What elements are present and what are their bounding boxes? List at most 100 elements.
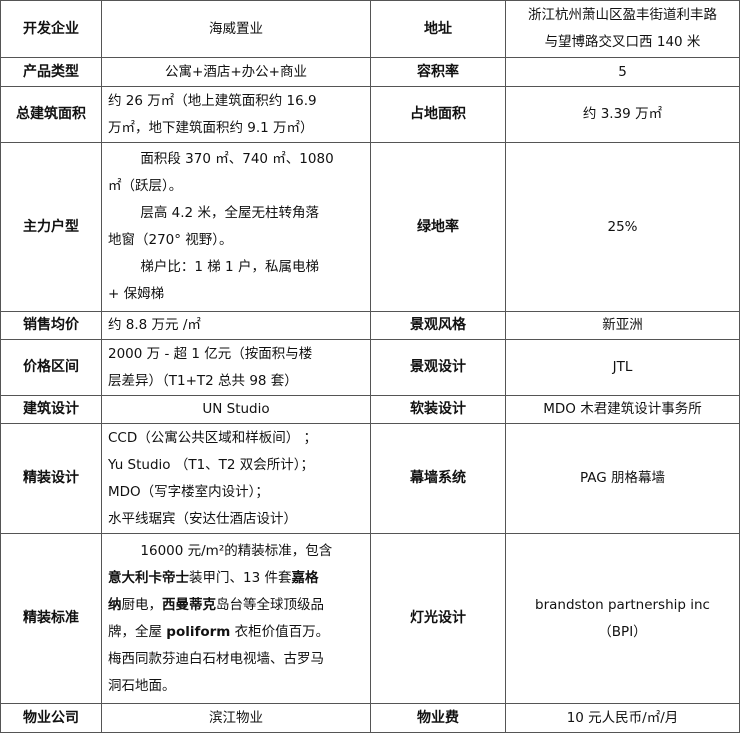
value-line: CCD（公寓公共区域和样板间） ； [108, 429, 318, 446]
field-label: 销售均价 [0, 311, 102, 340]
field-label: 物业公司 [0, 703, 102, 733]
field-label: 景观设计 [370, 339, 506, 396]
value-line: MDO（写字楼室内设计）； [108, 483, 269, 500]
field-label: 占地面积 [370, 86, 506, 143]
field-value: 新亚洲 [505, 311, 740, 340]
brand-name: 纳 [108, 596, 122, 613]
table-row: 精装标准 16000 元/m²的精装标准，包含 意大利卡帝士装甲门、13 件套嘉格纳… [0, 533, 740, 704]
value-line: 新亚洲 [602, 317, 643, 333]
value-line: 约 3.39 万㎡ [582, 106, 663, 122]
field-value: 10 元人民币/㎡/月 [505, 703, 740, 733]
field-label: 建筑设计 [0, 395, 102, 424]
field-label: 幕墙系统 [370, 423, 506, 534]
field-value: 约 26 万㎡（地上建筑面积约 16.9 万㎡，地下建筑面积约 9.1 万㎡） [101, 86, 371, 143]
value-line: 16000 元/m²的精装标准，包含 [108, 538, 364, 565]
value-line: 滨江物业 [209, 709, 263, 726]
text-segment: 梅西同款芬迪白石材电视墙、古罗马 [108, 650, 324, 667]
brand-name: 西曼蒂克 [162, 596, 216, 613]
value-line: PAG 朋格幕墙 [579, 470, 666, 486]
field-label: 景观风格 [370, 311, 506, 340]
field-value: 25% [505, 142, 740, 312]
field-label: 开发企业 [0, 0, 102, 58]
value-line: 地窗（270° 视野）。 [108, 232, 233, 248]
value-line: 牌，全屋 poliform 衣柜价值百万。 [108, 619, 364, 646]
field-value: JTL [505, 339, 740, 396]
field-value: 2000 万 - 超 1 亿元（按面积与楼 层差异）（T1+T2 总共 98 套） [101, 339, 371, 396]
value-line: 浙江杭州萧山区盈丰街道利丰路 [528, 7, 717, 23]
table-row: 销售均价约 8.8 万元 /㎡ 景观风格 新亚洲 [0, 311, 740, 340]
brand-name: 嘉格 [291, 569, 319, 586]
value-line: 纳厨电，西曼蒂克岛台等全球顶级品 [108, 592, 364, 619]
text-segment: 岛台等全球顶级品 [216, 596, 324, 613]
field-value: 面积段 370 ㎡、740 ㎡、1080 ㎡（跃层）。 层高 4.2 米，全屋无柱转… [101, 142, 371, 312]
text-segment: 装甲门、13 件套 [189, 569, 292, 586]
value-line: 梯户比：1 梯 1 户，私属电梯 [140, 259, 319, 275]
field-value: PAG 朋格幕墙 [505, 423, 740, 534]
value-line: 水平线琚宾（安达仕酒店设计） [108, 510, 297, 527]
value-line: 5 [618, 63, 627, 80]
table-row: 精装设计 CCD（公寓公共区域和样板间） ； Yu Studio （T1、T2 双会… [0, 423, 740, 534]
field-value: 公寓+酒店+办公+商业 [101, 57, 371, 87]
value-line: 约 26 万㎡（地上建筑面积约 16.9 [108, 92, 317, 109]
value-line: JTL [612, 359, 633, 375]
text-segment: 衣柜价值百万。 [230, 623, 330, 640]
table-row: 开发企业 海威置业 地址 浙江杭州萧山区盈丰街道利丰路 与望博路交叉口西 140 米 [0, 0, 740, 58]
value-line: 与望博路交叉口西 140 米 [544, 34, 701, 50]
value-line: Yu Studio （T1、T2 双会所计）； [108, 456, 315, 473]
value-line: 层差异）（T1+T2 总共 98 套） [108, 372, 298, 389]
field-value: 海威置业 [101, 0, 371, 58]
field-label: 灯光设计 [370, 533, 506, 704]
table-row: 总建筑面积约 26 万㎡（地上建筑面积约 16.9 万㎡，地下建筑面积约 9.1 … [0, 86, 740, 143]
value-line: 万㎡，地下建筑面积约 9.1 万㎡） [108, 119, 314, 136]
field-value: CCD（公寓公共区域和样板间） ； Yu Studio （T1、T2 双会所计）；… [101, 423, 371, 534]
field-label: 产品类型 [0, 57, 102, 87]
value-line: + 保姆梯 [108, 286, 165, 302]
field-value: 浙江杭州萧山区盈丰街道利丰路 与望博路交叉口西 140 米 [505, 0, 740, 58]
value-line: 意大利卡帝士装甲门、13 件套嘉格 [108, 565, 364, 592]
value-line: brandston partnership inc [535, 596, 710, 613]
value-line: 洞石地面。 [108, 673, 364, 700]
value-line: （BPI） [598, 623, 647, 640]
value-line: 公寓+酒店+办公+商业 [165, 63, 307, 80]
table-row: 建筑设计 UN Studio 软装设计 MDO 木君建筑设计事务所 [0, 395, 740, 424]
table-row: 产品类型 公寓+酒店+办公+商业 容积率 5 [0, 57, 740, 87]
field-value: 16000 元/m²的精装标准，包含 意大利卡帝士装甲门、13 件套嘉格 纳厨电，西… [101, 533, 371, 704]
table-row: 物业公司 滨江物业 物业费 10 元人民币/㎡/月 [0, 703, 740, 733]
field-value: 约 3.39 万㎡ [505, 86, 740, 143]
field-label: 精装标准 [0, 533, 102, 704]
field-label: 容积率 [370, 57, 506, 87]
text-segment: 牌，全屋 [108, 623, 167, 640]
field-label: 绿地率 [370, 142, 506, 312]
text-segment: 16000 元/m²的精装标准，包含 [140, 542, 333, 559]
value-line: 2000 万 - 超 1 亿元（按面积与楼 [108, 345, 313, 362]
field-label: 主力户型 [0, 142, 102, 312]
text-segment: 洞石地面。 [108, 677, 176, 694]
field-value: 5 [505, 57, 740, 87]
value-line: MDO 木君建筑设计事务所 [543, 401, 702, 417]
field-value: 约 8.8 万元 /㎡ [101, 311, 371, 340]
value-line: 面积段 370 ㎡、740 ㎡、1080 [140, 151, 334, 167]
field-label: 精装设计 [0, 423, 102, 534]
field-label: 地址 [370, 0, 506, 58]
text-segment: 厨电， [121, 596, 163, 613]
value-line: 海威置业 [209, 20, 263, 37]
value-line: 约 8.8 万元 /㎡ [108, 317, 201, 333]
brand-name: 意大利卡帝士 [108, 569, 189, 586]
table-row: 主力户型 面积段 370 ㎡、740 ㎡、1080 ㎡（跃层）。 层高 4.2 米，全… [0, 142, 740, 312]
value-line: 梅西同款芬迪白石材电视墙、古罗马 [108, 646, 364, 673]
field-label: 软装设计 [370, 395, 506, 424]
value-line: 25% [607, 218, 638, 235]
brand-name: poliform [166, 623, 231, 640]
field-label: 总建筑面积 [0, 86, 102, 143]
table-row: 价格区间 2000 万 - 超 1 亿元（按面积与楼 层差异）（T1+T2 总共 9… [0, 339, 740, 396]
value-line: UN Studio [202, 401, 270, 417]
field-value: 滨江物业 [101, 703, 371, 733]
value-line: ㎡（跃层）。 [108, 178, 183, 194]
field-value: UN Studio [101, 395, 371, 424]
value-line: 10 元人民币/㎡/月 [566, 709, 679, 726]
field-label: 价格区间 [0, 339, 102, 396]
field-value: brandston partnership inc （BPI） [505, 533, 740, 704]
field-value: MDO 木君建筑设计事务所 [505, 395, 740, 424]
field-label: 物业费 [370, 703, 506, 733]
